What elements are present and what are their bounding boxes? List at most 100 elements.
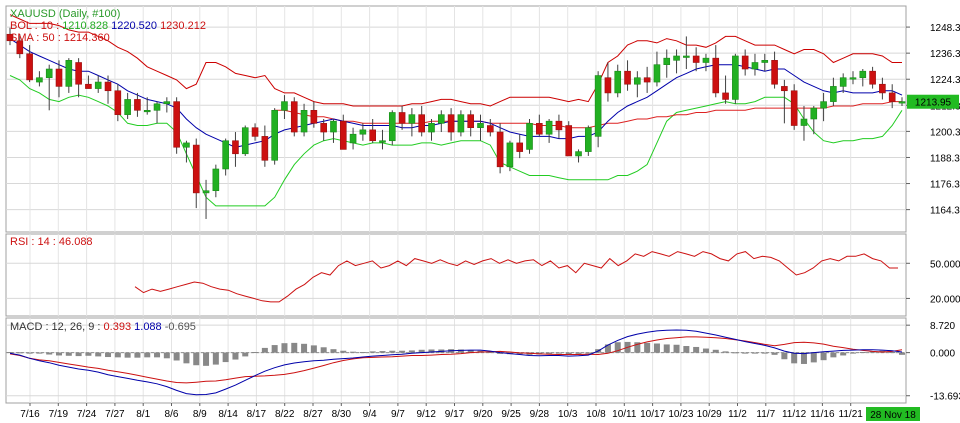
date-label: 10/23 bbox=[668, 409, 693, 420]
macd-histogram-bar bbox=[114, 352, 121, 358]
candle-body bbox=[379, 140, 386, 143]
date-label: 8/14 bbox=[218, 409, 238, 420]
candle-body bbox=[496, 131, 504, 168]
current-date-label: 28 Nov 18 bbox=[870, 410, 916, 421]
macd-histogram-bar bbox=[742, 352, 749, 354]
price-tick-label: 1164.30 bbox=[930, 206, 960, 217]
candle-body bbox=[634, 77, 641, 85]
candle-body bbox=[261, 136, 269, 161]
candle-body bbox=[447, 114, 455, 133]
macd-histogram-bar bbox=[899, 352, 905, 355]
date-label: 10/8 bbox=[586, 409, 606, 420]
candle-body bbox=[124, 99, 131, 115]
candle-body bbox=[65, 60, 73, 87]
macd-histogram-bar bbox=[428, 349, 435, 353]
candle-body bbox=[104, 81, 112, 92]
candle-body bbox=[457, 114, 465, 133]
macd-histogram-bar bbox=[203, 352, 210, 366]
macd-histogram-bar bbox=[761, 352, 768, 354]
macd-histogram-bar bbox=[75, 352, 82, 357]
date-label: 8/22 bbox=[275, 409, 295, 420]
macd-histogram-bar bbox=[212, 352, 219, 365]
candle-body bbox=[202, 190, 210, 194]
candle-body bbox=[369, 129, 376, 142]
macd-histogram-bar bbox=[369, 351, 376, 353]
date-label: 11/7 bbox=[756, 409, 775, 420]
candle-body bbox=[712, 57, 720, 94]
candle-body bbox=[408, 114, 416, 124]
macd-histogram-bar bbox=[859, 352, 866, 353]
macd-histogram-bar bbox=[261, 347, 268, 353]
macd-histogram-bar bbox=[771, 352, 778, 355]
date-label: 8/9 bbox=[193, 409, 207, 420]
candle-body bbox=[869, 70, 876, 85]
candle-body bbox=[290, 101, 298, 133]
macd-histogram-bar bbox=[575, 352, 582, 354]
candle-body bbox=[506, 142, 514, 168]
macd-histogram-bar bbox=[310, 345, 317, 353]
candle-body bbox=[790, 90, 798, 126]
macd-histogram-bar bbox=[46, 352, 53, 355]
macd-legend: MACD : 12, 26, 9 : 0.393 1.088 -0.695 bbox=[10, 321, 196, 333]
macd-histogram-bar bbox=[340, 350, 347, 353]
sma-legend: SMA : 50 : 1214.360 bbox=[10, 32, 110, 44]
candle-body bbox=[173, 101, 180, 148]
date-label: 11/12 bbox=[782, 409, 807, 420]
macd-histogram-bar bbox=[702, 348, 709, 353]
date-label: 8/27 bbox=[303, 409, 323, 420]
candle-body bbox=[300, 110, 308, 133]
candle-body bbox=[859, 70, 867, 79]
date-label: 11/16 bbox=[810, 409, 835, 420]
candle-body bbox=[330, 120, 337, 133]
macd-histogram-bar bbox=[810, 352, 817, 363]
candle-body bbox=[232, 140, 239, 155]
bollinger-lower-line bbox=[9, 75, 903, 207]
candle-body bbox=[545, 120, 553, 135]
macd-histogram-bar bbox=[154, 352, 161, 358]
panel-frame-3 bbox=[5, 317, 907, 404]
candle-body bbox=[437, 114, 445, 124]
date-label: 9/4 bbox=[363, 409, 377, 420]
macd-histogram-bar bbox=[222, 352, 229, 363]
macd-histogram-bar bbox=[65, 352, 72, 356]
date-label: 11/21 bbox=[839, 409, 864, 420]
candle-body bbox=[810, 107, 818, 120]
macd-signal-line bbox=[9, 336, 903, 384]
macd-histogram-bar bbox=[7, 352, 13, 353]
candle-body bbox=[212, 168, 220, 192]
macd-histogram-bar bbox=[604, 344, 611, 353]
macd-histogram-bar bbox=[399, 350, 406, 353]
date-label: 10/29 bbox=[697, 409, 722, 420]
candle-body bbox=[241, 127, 249, 155]
macd-tick-label: 8.720 bbox=[930, 321, 955, 332]
macd-histogram-bar bbox=[653, 343, 660, 353]
candle-body bbox=[888, 92, 896, 102]
candle-body bbox=[467, 114, 475, 128]
candle-body bbox=[398, 112, 406, 124]
macd-histogram-bar bbox=[722, 351, 729, 353]
candle-body bbox=[428, 123, 435, 133]
macd-histogram-bar bbox=[193, 352, 200, 366]
candle-body bbox=[751, 62, 759, 70]
candle-body bbox=[702, 57, 710, 63]
last-price-label: 1213.95 bbox=[915, 98, 952, 109]
macd-histogram-bar bbox=[232, 352, 239, 360]
date-label: 10/11 bbox=[612, 409, 637, 420]
macd-histogram-bar bbox=[546, 352, 553, 354]
macd-histogram-bar bbox=[95, 352, 102, 357]
candle-body bbox=[516, 142, 524, 152]
candle-body bbox=[310, 110, 318, 124]
candle-body bbox=[222, 140, 229, 170]
candle-body bbox=[359, 129, 367, 135]
macd-histogram-bar bbox=[163, 352, 170, 359]
candle-body bbox=[183, 142, 190, 148]
macd-histogram-bar bbox=[644, 342, 651, 353]
macd-histogram-bar bbox=[389, 350, 396, 353]
candle-body bbox=[36, 77, 43, 83]
date-label: 9/12 bbox=[416, 409, 436, 420]
candle-body bbox=[800, 118, 808, 126]
candle-body bbox=[75, 62, 82, 85]
macd-histogram-bar bbox=[487, 352, 494, 353]
macd-tick-label: 0.000 bbox=[930, 349, 955, 360]
macd-histogram-bar bbox=[516, 352, 523, 355]
